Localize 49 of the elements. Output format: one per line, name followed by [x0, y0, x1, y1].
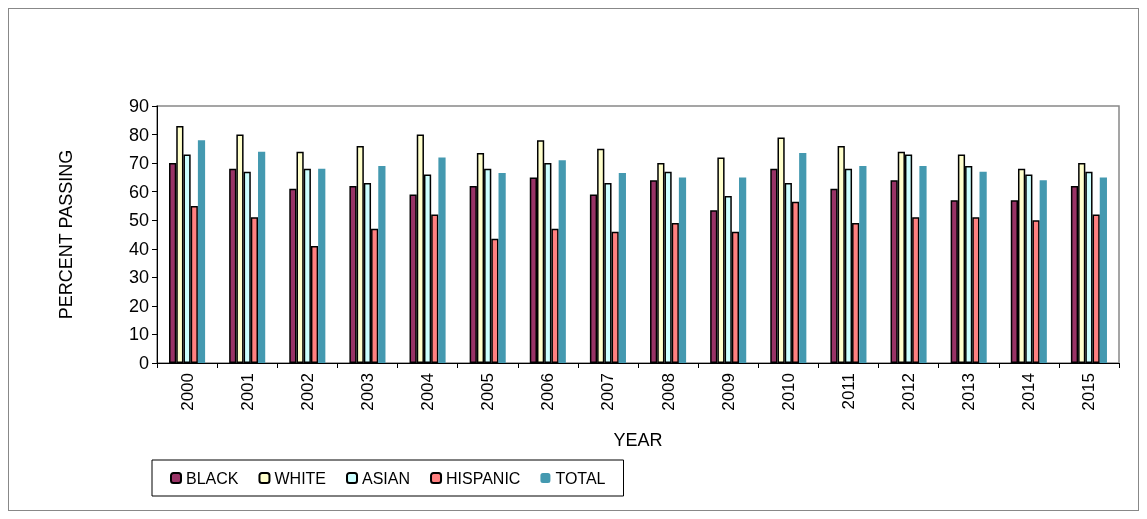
x-tick-label: 2011: [838, 373, 858, 410]
bar: [197, 140, 206, 363]
bar: [919, 165, 927, 363]
legend-label: ASIAN: [362, 469, 411, 487]
y-tick-label: 60: [128, 181, 149, 202]
y-axis-title: PERCENT PASSING: [56, 149, 76, 320]
x-tick-label: 2006: [538, 373, 558, 411]
y-tick-label: 20: [128, 295, 149, 316]
bar: [558, 160, 566, 363]
x-tick-label: 2014: [1019, 373, 1039, 411]
y-tick-label: 90: [128, 96, 149, 116]
bar: [498, 173, 506, 363]
legend-label: BLACK: [186, 469, 239, 487]
legend-label: HISPANIC: [446, 469, 521, 487]
x-tick-label: 2001: [237, 373, 257, 411]
y-tick-label: 80: [128, 124, 149, 145]
x-tick-label: 2010: [778, 373, 798, 411]
y-tick-label: 50: [128, 210, 149, 231]
y-tick-label: 10: [128, 324, 149, 345]
x-tick-label: 2008: [658, 373, 678, 411]
bar: [1039, 180, 1047, 363]
x-tick-label: 2004: [418, 373, 438, 411]
bar: [318, 168, 326, 363]
x-tick-label: 2000: [177, 373, 197, 411]
x-tick-label: 2015: [1079, 373, 1099, 411]
x-tick-label: 2013: [959, 373, 979, 411]
bar: [258, 151, 266, 363]
legend-label: WHITE: [274, 469, 327, 487]
bar: [678, 177, 687, 363]
legend-label: TOTAL: [555, 469, 606, 487]
y-tick-label: 40: [128, 238, 149, 259]
x-tick-label: 2003: [357, 373, 377, 411]
bar: [1099, 177, 1107, 363]
bar: [618, 173, 626, 363]
bar: [859, 165, 867, 363]
bar: [739, 177, 747, 363]
bar: [799, 153, 807, 363]
x-tick-label: 2007: [598, 373, 618, 411]
x-tick-label: 2009: [718, 373, 738, 411]
bar: [438, 157, 446, 363]
x-axis-title: YEAR: [613, 430, 663, 450]
y-tick-label: 0: [138, 353, 149, 373]
bar: [378, 165, 386, 363]
y-tick-label: 30: [128, 267, 149, 288]
x-tick-label: 2012: [899, 373, 919, 411]
x-tick-label: 2002: [297, 373, 317, 411]
bar: [979, 171, 987, 363]
x-tick-label: 2005: [478, 373, 498, 411]
y-tick-label: 70: [128, 153, 149, 174]
